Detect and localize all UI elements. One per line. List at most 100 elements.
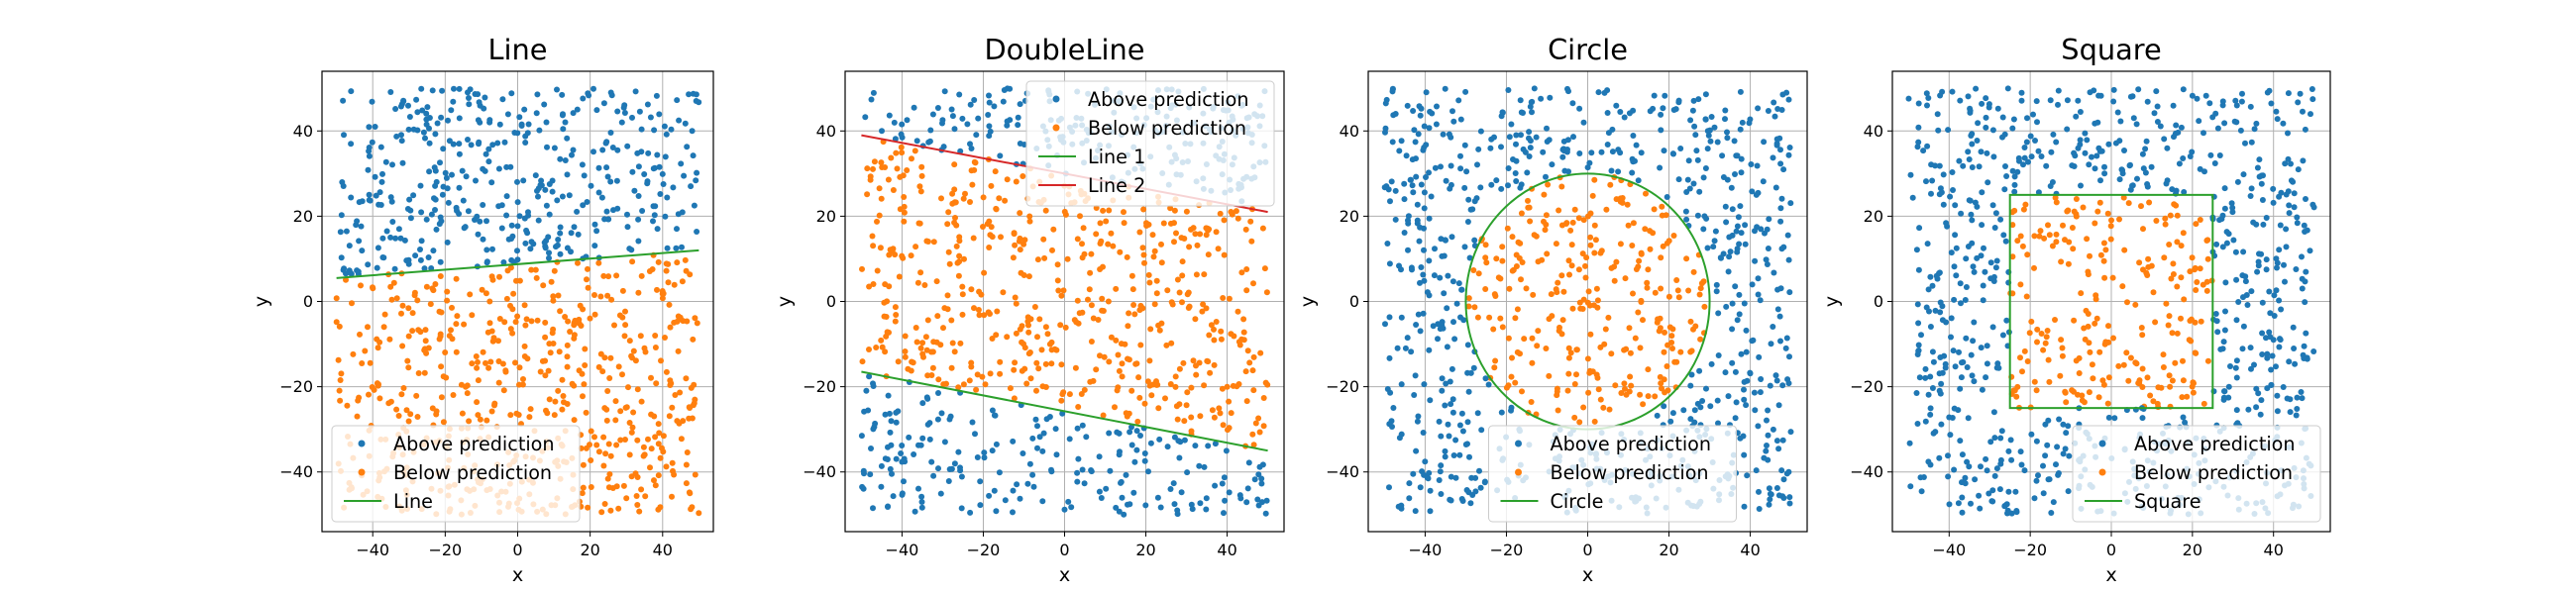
point-above-prediction <box>1965 415 1972 422</box>
point-above-prediction <box>981 454 988 461</box>
point-below-prediction <box>1491 364 1498 371</box>
point-above-prediction <box>1749 188 1756 195</box>
point-above-prediction <box>2082 149 2089 156</box>
point-below-prediction <box>2153 218 2160 224</box>
x-tick-label: −20 <box>2013 541 2047 559</box>
point-above-prediction <box>366 191 373 198</box>
point-above-prediction <box>1386 260 1393 267</box>
point-above-prediction <box>1702 165 1709 171</box>
point-below-prediction <box>665 260 672 267</box>
point-above-prediction <box>410 192 417 199</box>
point-below-prediction <box>1176 289 1183 296</box>
point-above-prediction <box>2225 383 2232 390</box>
point-below-prediction <box>1613 258 1620 265</box>
point-above-prediction <box>1638 149 1645 156</box>
point-below-prediction <box>663 368 670 375</box>
point-above-prediction <box>659 170 666 177</box>
point-above-prediction <box>893 419 900 426</box>
point-above-prediction <box>2066 452 2073 459</box>
point-above-prediction <box>1945 473 1952 480</box>
point-above-prediction <box>2095 92 2102 99</box>
point-above-prediction <box>1786 494 1793 501</box>
point-below-prediction <box>488 408 495 415</box>
point-below-prediction <box>404 357 411 364</box>
point-above-prediction <box>429 87 436 94</box>
point-below-prediction <box>2092 320 2098 327</box>
point-above-prediction <box>1447 185 1453 192</box>
point-below-prediction <box>380 324 387 331</box>
point-above-prediction <box>459 167 466 174</box>
point-above-prediction <box>480 236 486 243</box>
point-below-prediction <box>2052 194 2059 201</box>
point-above-prediction <box>1137 433 1143 439</box>
point-below-prediction <box>1057 322 1064 329</box>
point-above-prediction <box>2220 339 2227 346</box>
point-below-prediction <box>1697 285 1704 292</box>
point-below-prediction <box>577 302 584 309</box>
point-above-prediction <box>1732 415 1739 422</box>
point-above-prediction <box>1989 127 1996 134</box>
point-below-prediction <box>1238 269 1245 276</box>
point-below-prediction <box>2181 296 2188 303</box>
point-below-prediction <box>1135 374 1142 381</box>
point-below-prediction <box>1012 294 1019 301</box>
point-above-prediction <box>1197 500 1204 507</box>
point-below-prediction <box>2084 236 2091 243</box>
point-above-prediction <box>2267 310 2274 317</box>
point-below-prediction <box>1193 271 1200 278</box>
point-above-prediction <box>482 94 488 101</box>
legend-marker <box>1052 95 1060 103</box>
point-below-prediction <box>1658 380 1664 387</box>
point-above-prediction <box>871 424 878 431</box>
point-below-prediction <box>1106 358 1113 365</box>
point-above-prediction <box>1691 123 1698 130</box>
point-above-prediction <box>2048 148 2055 155</box>
point-below-prediction <box>1085 296 1091 303</box>
point-below-prediction <box>1140 206 1147 213</box>
point-above-prediction <box>977 478 984 485</box>
point-above-prediction <box>607 130 614 136</box>
point-below-prediction <box>1525 197 1531 204</box>
point-above-prediction <box>483 218 489 225</box>
point-above-prediction <box>1754 162 1761 169</box>
point-below-prediction <box>381 311 388 318</box>
point-above-prediction <box>679 244 685 250</box>
point-below-prediction <box>1549 313 1556 320</box>
point-above-prediction <box>1971 319 1978 326</box>
point-below-prediction <box>1263 289 1270 296</box>
point-below-prediction <box>2116 216 2122 223</box>
point-above-prediction <box>2148 163 2155 170</box>
point-above-prediction <box>1026 460 1033 467</box>
point-above-prediction <box>1756 488 1762 495</box>
point-above-prediction <box>1920 148 1927 154</box>
point-above-prediction <box>434 120 441 127</box>
point-below-prediction <box>1151 248 1158 254</box>
point-above-prediction <box>421 265 428 272</box>
point-above-prediction <box>1538 95 1545 102</box>
point-above-prediction <box>1741 300 1748 307</box>
point-above-prediction <box>536 127 543 134</box>
point-above-prediction <box>1608 167 1615 174</box>
point-below-prediction <box>918 163 925 170</box>
point-above-prediction <box>1765 246 1771 251</box>
point-above-prediction <box>1131 458 1138 465</box>
point-above-prediction <box>2238 98 2245 105</box>
point-above-prediction <box>1422 458 1429 465</box>
point-above-prediction <box>1439 387 1446 394</box>
point-below-prediction <box>655 441 662 447</box>
point-above-prediction <box>489 246 495 252</box>
point-above-prediction <box>1513 141 1519 148</box>
point-above-prediction <box>2221 205 2228 212</box>
point-above-prediction <box>1993 364 2000 371</box>
point-above-prediction <box>1752 407 1759 414</box>
point-below-prediction <box>634 502 641 508</box>
point-above-prediction <box>1783 470 1790 477</box>
point-below-prediction <box>1077 213 1083 220</box>
point-above-prediction <box>1724 176 1731 183</box>
point-above-prediction <box>2308 111 2313 118</box>
point-above-prediction <box>1766 501 1772 508</box>
point-below-prediction <box>1566 271 1572 278</box>
point-below-prediction <box>1623 391 1630 398</box>
point-above-prediction <box>1956 348 1962 355</box>
point-above-prediction <box>1061 506 1068 513</box>
